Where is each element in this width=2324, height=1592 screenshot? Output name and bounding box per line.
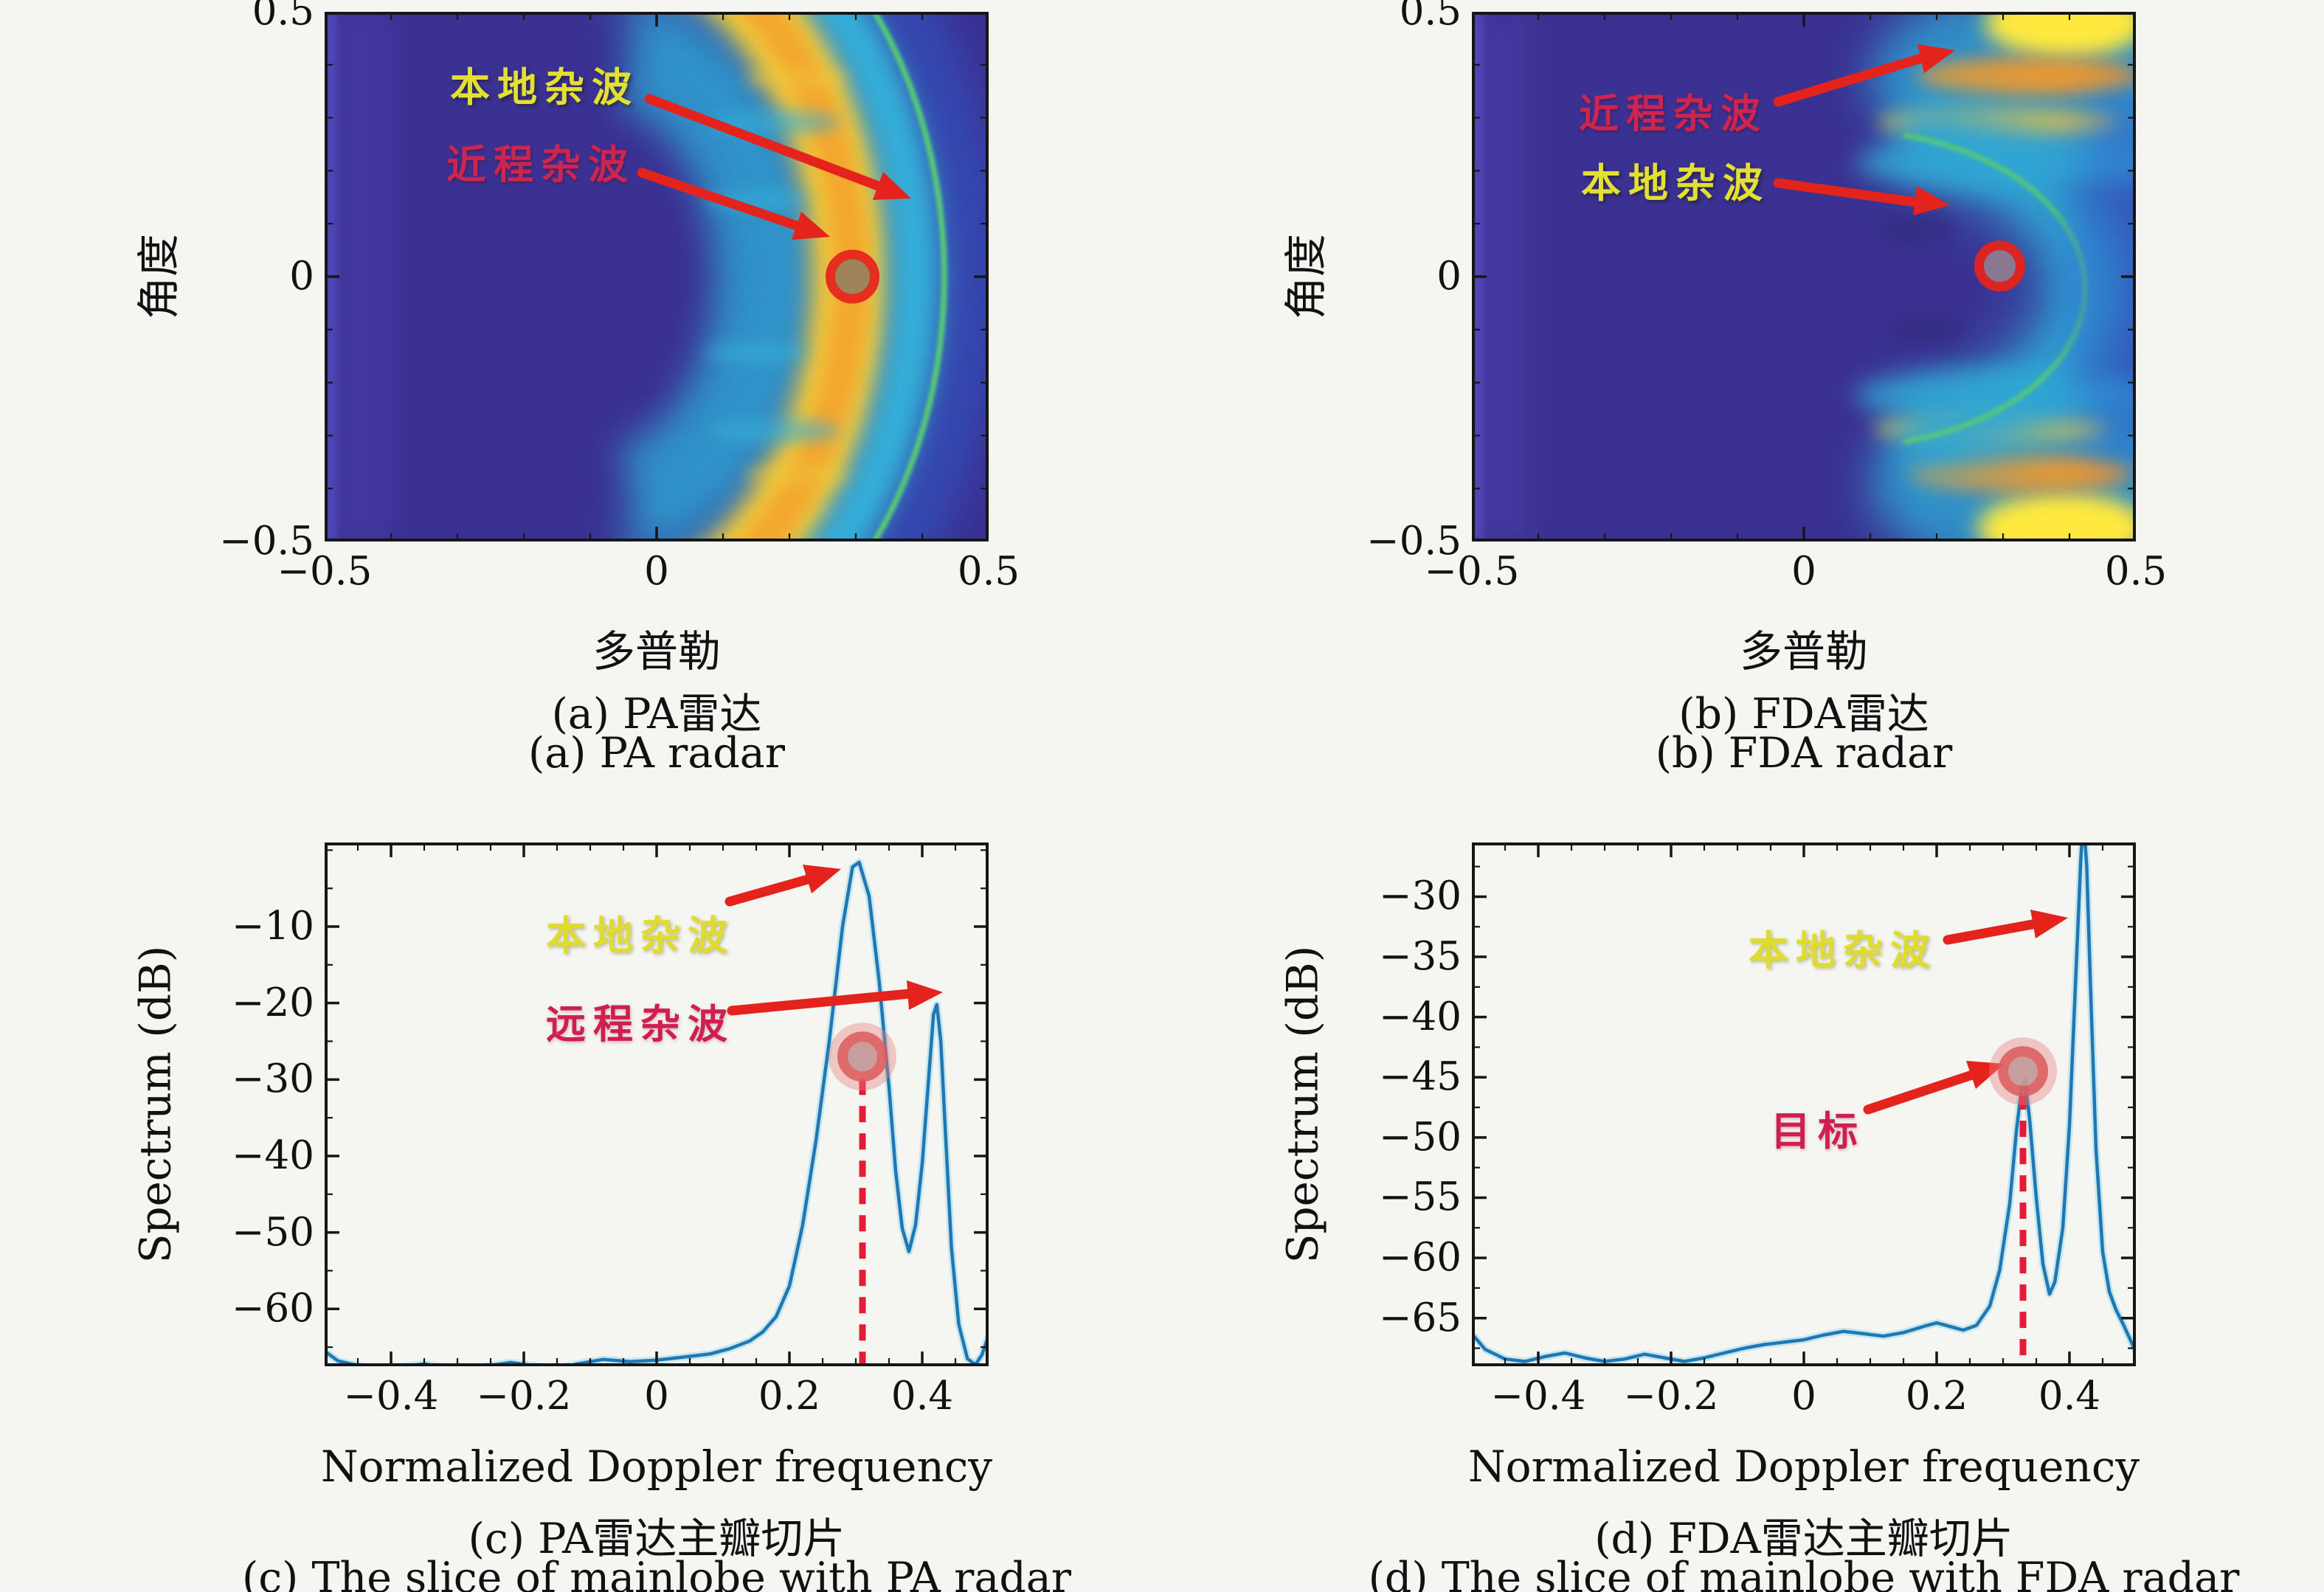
tick-label: −0.4 — [1490, 1374, 1586, 1419]
target-marker — [826, 249, 879, 304]
tick-label: −20 — [232, 980, 314, 1025]
y-axis-tick-labels: 0.5 0 −0.5 — [189, 0, 314, 564]
tick-label: 0.2 — [1905, 1374, 1968, 1419]
caption-zh: (a) PA雷达 — [551, 690, 762, 738]
caption-en: (d) The slice of mainlobe with FDA radar — [1368, 1554, 2240, 1592]
arrow-local-clutter — [1773, 178, 1950, 215]
arrow-local-clutter — [724, 865, 841, 907]
tick-label: −0.2 — [1623, 1374, 1719, 1419]
clutter-ridge-inner-cyan — [618, 12, 814, 541]
tick-label: −0.5 — [277, 549, 373, 594]
tick-label: 0.4 — [2038, 1374, 2101, 1419]
tick-label: −60 — [1379, 1235, 1462, 1281]
annotation-local-clutter: 本地杂波 — [546, 912, 735, 959]
tick-label: 0.2 — [758, 1374, 821, 1419]
annotation-far-range-clutter: 远程杂波 — [546, 1000, 735, 1048]
tick-label: 0 — [1436, 254, 1462, 299]
panel-pa-heatmap: 本地杂波 近程杂波 0.5 0 −0.5 −0.5 0 0.5 角度 多普勒 (a) P… — [134, 0, 1020, 778]
arrow-near-range-clutter — [1773, 44, 1955, 107]
tick-label: −0.4 — [343, 1374, 439, 1419]
tick-label: 0 — [289, 254, 314, 299]
caption-zh: (b) FDA雷达 — [1678, 690, 1929, 738]
tick-label: 0 — [644, 549, 669, 594]
arrow-far-range-clutter — [727, 980, 943, 1016]
x-axis-tick-labels: −0.5 0 0.5 — [1425, 549, 2168, 601]
x-axis-label: Normalized Doppler frequency — [1467, 1442, 2140, 1492]
tick-label: −30 — [1379, 873, 1462, 919]
arrow-near-range-clutter — [637, 167, 830, 240]
panel-fda-slice: 本地杂波 目标 −30 −35 −40 −45 −50 −55 −60 −65 −0.4 −0.… — [1277, 842, 2239, 1592]
annotation-local-clutter: 本地杂波 — [1581, 159, 1770, 207]
clutter-green-arc — [871, 12, 947, 541]
arrow-local-clutter — [644, 94, 911, 200]
tick-label: 0 — [1791, 549, 1816, 594]
tick-label: −40 — [1379, 994, 1462, 1039]
x-axis-tick-labels: −0.4 −0.2 0 0.2 0.4 — [1472, 1374, 2136, 1425]
x-axis-label: 多普勒 — [592, 626, 722, 676]
annotation-local-clutter: 本地杂波 — [450, 63, 639, 111]
tick-label: −65 — [1379, 1295, 1462, 1340]
tick-label: −40 — [232, 1132, 314, 1178]
target-marker — [1998, 1046, 2048, 1097]
tick-label: −0.5 — [219, 519, 314, 564]
x-axis-tick-labels: −0.4 −0.2 0 0.2 0.4 — [325, 1374, 989, 1425]
tick-label: −50 — [1379, 1114, 1462, 1160]
panel-pa-slice: 本地杂波 远程杂波 −10 −20 −30 −40 −50 −60 −0.4 −0.2 0 0.… — [130, 842, 1071, 1592]
tick-label: −0.2 — [476, 1374, 572, 1419]
x-axis-tick-labels: −0.5 0 0.5 — [277, 549, 1020, 601]
arrow-local-clutter — [1943, 910, 2068, 945]
annotation-local-clutter: 本地杂波 — [1749, 927, 1937, 974]
fda-clutter-heatmap — [1472, 12, 2136, 541]
tick-label: −10 — [232, 904, 314, 949]
y-axis-tick-labels: −10 −20 −30 −40 −50 −60 — [189, 842, 314, 1366]
arrow-target — [1863, 1061, 2005, 1115]
x-axis-label: 多普勒 — [1739, 626, 1869, 676]
tick-label: −45 — [1379, 1054, 1462, 1100]
tick-label: −0.5 — [1424, 549, 1520, 594]
fda-slice-chart — [1472, 842, 2136, 1366]
caption-en: (a) PA radar — [528, 729, 785, 778]
tick-label: 0.4 — [890, 1374, 954, 1419]
y-axis-label: 角度 — [1281, 233, 1332, 320]
tick-label: 0 — [644, 1374, 669, 1419]
tick-label: 0.5 — [1399, 0, 1462, 34]
near-range-hotspot-top — [1985, 12, 2136, 58]
caption-zh: (d) FDA雷达主瓣切片 — [1594, 1515, 2013, 1563]
tick-label: −30 — [232, 1056, 314, 1102]
pa-clutter-heatmap — [325, 12, 989, 541]
tick-label: −0.5 — [1366, 519, 1462, 564]
spectrum-curve — [1472, 842, 2136, 1363]
annotation-target: 目标 — [1771, 1107, 1865, 1155]
target-marker — [1974, 240, 2025, 292]
annotation-near-range-clutter: 近程杂波 — [1579, 90, 1768, 137]
tick-label: 0.5 — [957, 549, 1020, 594]
y-axis-tick-labels: −30 −35 −40 −45 −50 −55 −60 −65 — [1336, 842, 1462, 1366]
tick-label: 0.5 — [252, 0, 314, 34]
x-axis-label: Normalized Doppler frequency — [320, 1442, 993, 1492]
tick-label: 0.5 — [2104, 549, 2168, 594]
y-axis-label: Spectrum (dB) — [130, 945, 180, 1264]
tick-label: −35 — [1379, 934, 1462, 980]
tick-label: −60 — [232, 1286, 314, 1332]
tick-label: 0 — [1791, 1374, 1816, 1419]
caption-en: (b) FDA radar — [1655, 729, 1953, 778]
panel-fda-heatmap: 近程杂波 本地杂波 0.5 0 −0.5 −0.5 0 0.5 角度 多普勒 (b) F… — [1281, 0, 2167, 778]
pa-slice-chart — [325, 842, 989, 1366]
target-marker — [837, 1031, 888, 1082]
caption-en: (c) The slice of mainlobe with PA radar — [241, 1554, 1072, 1592]
caption-zh: (c) PA雷达主瓣切片 — [468, 1515, 845, 1563]
tick-label: −55 — [1379, 1174, 1462, 1220]
y-axis-label: 角度 — [134, 233, 184, 320]
tick-label: −50 — [232, 1209, 314, 1255]
y-axis-tick-labels: 0.5 0 −0.5 — [1336, 0, 1462, 564]
y-axis-label: Spectrum (dB) — [1277, 945, 1327, 1264]
near-range-hotspot-bottom — [1977, 491, 2136, 541]
annotation-near-range-clutter: 近程杂波 — [446, 141, 635, 188]
